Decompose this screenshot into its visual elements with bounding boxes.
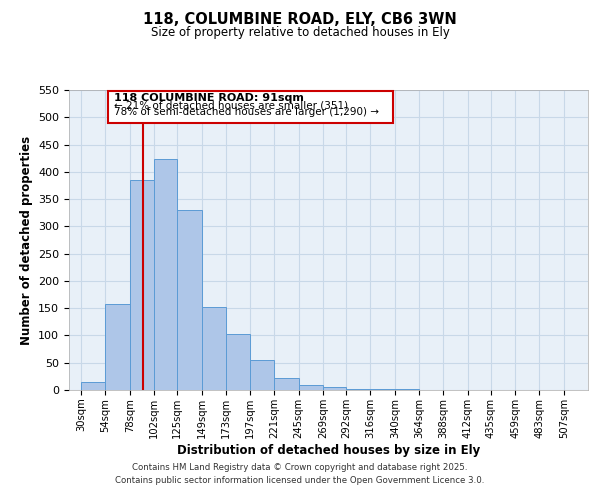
Bar: [299, 384, 323, 390]
Text: 118 COLUMBINE ROAD: 91sqm: 118 COLUMBINE ROAD: 91sqm: [113, 92, 304, 102]
Bar: [154, 160, 177, 390]
Bar: [323, 388, 346, 390]
Bar: [250, 360, 274, 390]
Text: ← 21% of detached houses are smaller (351): ← 21% of detached houses are smaller (35…: [113, 100, 347, 110]
Bar: [106, 304, 130, 390]
Bar: [202, 306, 226, 390]
FancyBboxPatch shape: [109, 91, 393, 122]
Text: 118, COLUMBINE ROAD, ELY, CB6 3WN: 118, COLUMBINE ROAD, ELY, CB6 3WN: [143, 12, 457, 28]
Text: Contains HM Land Registry data © Crown copyright and database right 2025.: Contains HM Land Registry data © Crown c…: [132, 464, 468, 472]
Y-axis label: Number of detached properties: Number of detached properties: [20, 136, 32, 344]
Bar: [346, 389, 370, 390]
Bar: [130, 180, 154, 390]
Bar: [177, 210, 202, 390]
Bar: [81, 382, 106, 390]
Text: Size of property relative to detached houses in Ely: Size of property relative to detached ho…: [151, 26, 449, 39]
Text: 78% of semi-detached houses are larger (1,290) →: 78% of semi-detached houses are larger (…: [113, 108, 379, 118]
Bar: [226, 334, 250, 390]
Text: Contains public sector information licensed under the Open Government Licence 3.: Contains public sector information licen…: [115, 476, 485, 485]
X-axis label: Distribution of detached houses by size in Ely: Distribution of detached houses by size …: [177, 444, 480, 456]
Bar: [274, 378, 299, 390]
